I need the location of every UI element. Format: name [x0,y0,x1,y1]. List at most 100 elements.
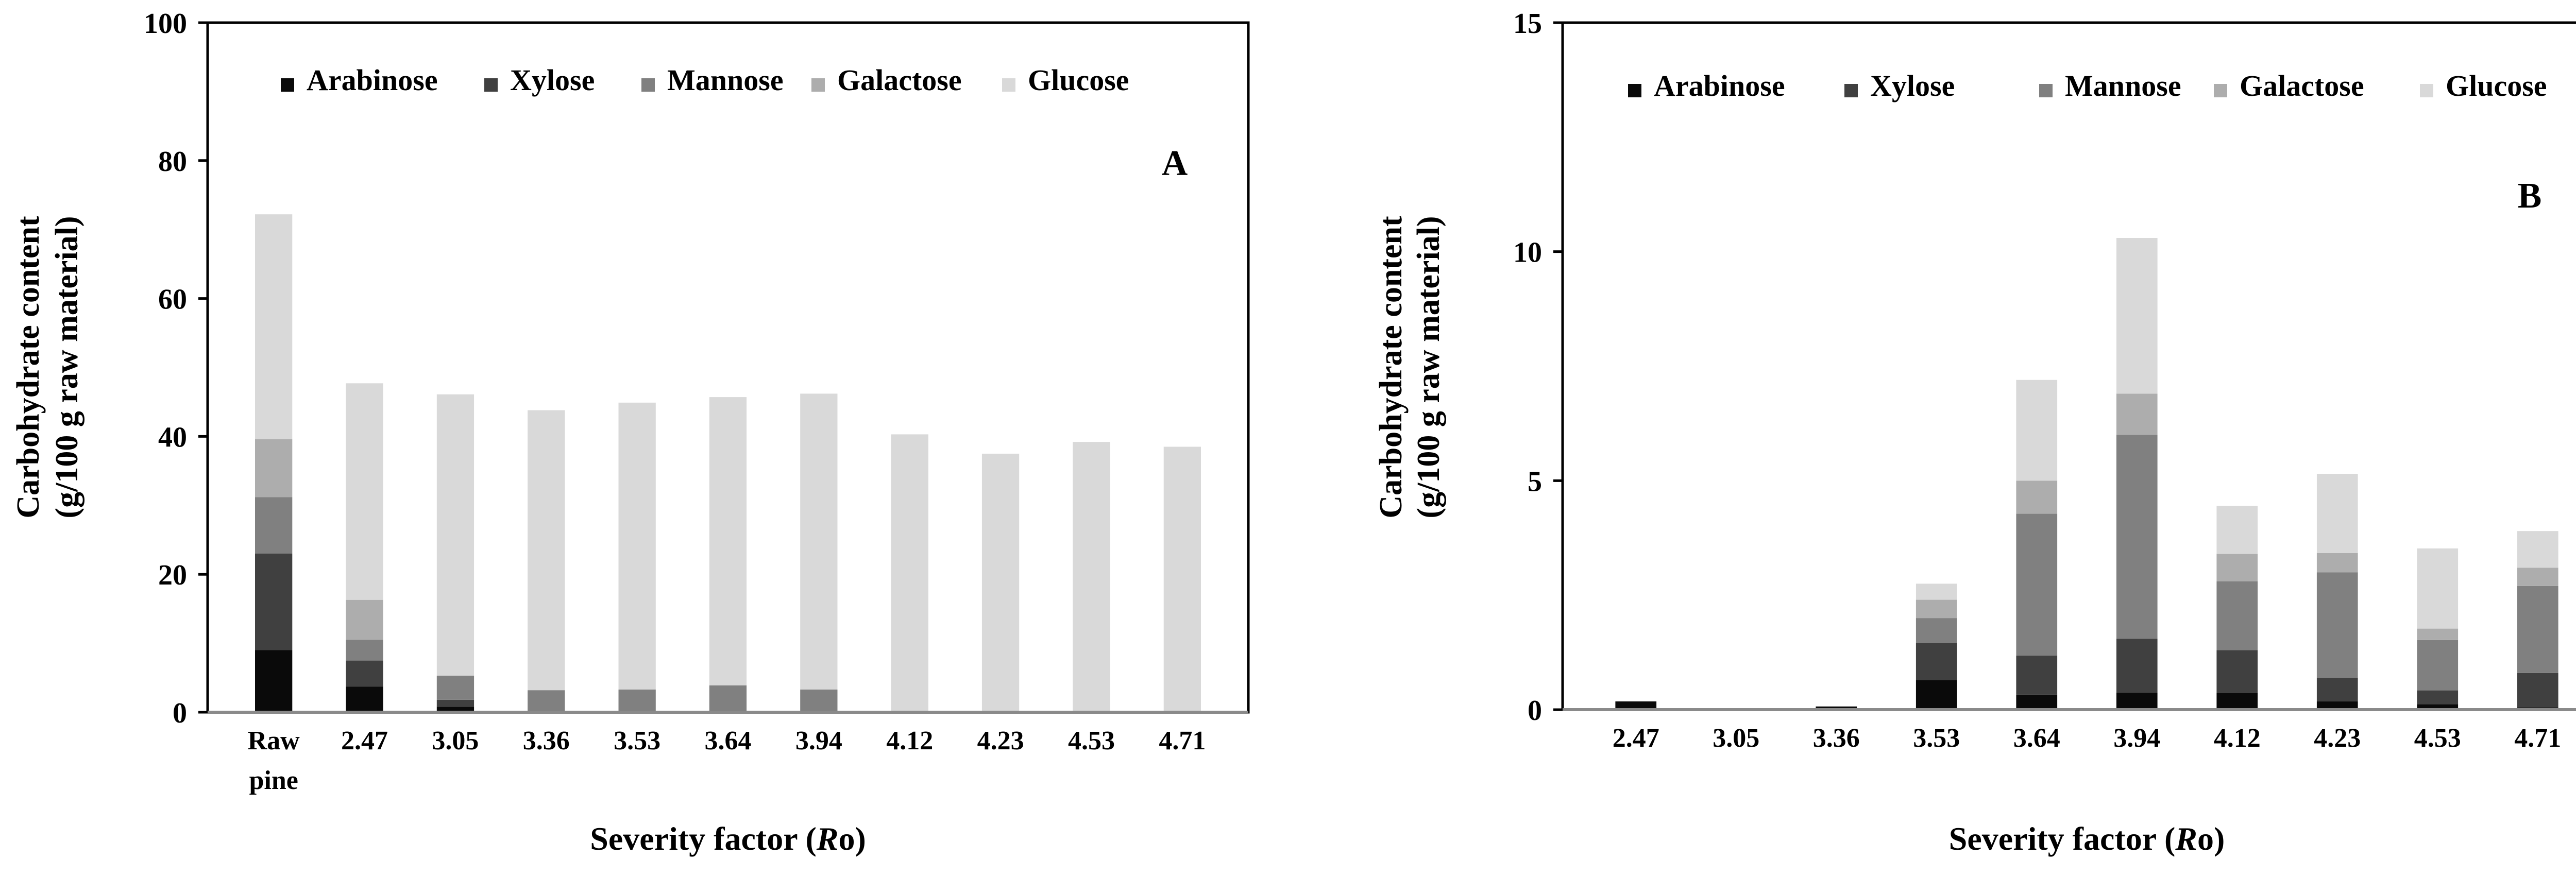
y-tick-label: 40 [158,421,187,453]
bar-arabinose-4 [2016,694,2058,710]
legend-label-arabinose: Arabinose [1654,69,1785,102]
y-tick-label: 15 [1513,8,1542,40]
bar-glucose-7 [2316,474,2358,553]
legend-label-arabinose: Arabinose [307,63,438,97]
bar-mannose-3 [528,690,565,712]
legend-label-galactose: Galactose [837,63,962,97]
bar-galactose-6 [2216,554,2258,581]
x-tick-label: 4.71 [2514,724,2561,753]
bar-mannose-7 [2316,572,2358,678]
bar-glucose-4 [2016,380,2058,481]
bar-arabinose-6 [2216,693,2258,710]
bar-galactose-5 [2116,393,2158,435]
x-axis-title: Severity factor (Ro) [1949,820,2225,857]
legend-swatch-galactose [811,78,825,92]
x-tick-label: 4.53 [2414,724,2461,753]
x-tick-label: 2.47 [1613,724,1659,753]
bar-glucose-9 [1073,442,1110,712]
bar-glucose-9 [2517,531,2558,568]
bar-glucose-10 [1163,446,1201,712]
bar-galactose-0 [255,439,293,497]
bar-xylose-4 [2016,656,2058,695]
x-tick-label: 2.47 [341,726,388,755]
legend-label-glucose: Glucose [2446,69,2547,102]
y-tick-label: 10 [1513,237,1542,269]
legend-label-mannose: Mannose [2065,69,2181,102]
y-axis-title-line2: (g/100 g raw material) [49,216,84,518]
bar-glucose-0 [255,214,293,439]
bar-galactose-1 [346,599,383,640]
x-tick-label: 4.23 [977,726,1024,755]
y-tick-label: 80 [158,146,187,178]
x-tick-label: 4.12 [2214,724,2261,753]
x-tick-label: 4.71 [1159,726,1206,755]
bar-mannose-4 [2016,513,2058,656]
bar-glucose-8 [981,453,1020,712]
legend-swatch-mannose [2039,84,2053,97]
legend-label-xylose: Xylose [510,63,595,97]
bar-xylose-0 [255,554,293,650]
bar-galactose-4 [2016,480,2058,514]
bar-glucose-6 [2216,506,2258,554]
bar-mannose-8 [2417,640,2459,691]
bar-glucose-6 [800,393,838,690]
bar-xylose-3 [1916,643,1957,680]
legend-label-mannose: Mannose [667,63,784,97]
bar-glucose-1 [346,383,383,600]
legend-swatch-glucose [2420,84,2433,97]
bar-mannose-6 [2216,581,2258,650]
bar-glucose-3 [528,410,565,691]
x-tick-label: 3.36 [523,726,570,755]
legend-label-xylose: Xylose [1870,69,1955,102]
bar-glucose-5 [709,397,747,685]
bar-arabinose-8 [2417,704,2459,710]
bar-glucose-3 [1916,583,1957,600]
x-axis-title: Severity factor (Ro) [590,820,866,857]
bar-mannose-0 [255,497,293,554]
x-tick-label: 4.23 [2314,724,2361,753]
bar-galactose-7 [2316,553,2358,573]
bar-xylose-5 [2116,639,2158,693]
bar-glucose-4 [618,402,656,690]
legend-swatch-xylose [484,78,498,92]
panel-label: A [1162,144,1188,183]
x-tick-label: 3.05 [432,726,479,755]
bar-mannose-9 [2517,586,2558,673]
y-axis-title: Carbohydrate content [11,216,46,519]
legend-swatch-galactose [2214,84,2227,97]
bar-mannose-6 [800,689,838,712]
bar-glucose-8 [2417,548,2459,629]
bar-glucose-5 [2116,238,2158,394]
bar-xylose-9 [2517,673,2558,708]
bar-arabinose-5 [2116,693,2158,710]
bar-arabinose-1 [346,686,383,712]
bar-mannose-1 [346,640,383,661]
legend-swatch-arabinose [281,78,294,92]
panel-label: B [2518,176,2542,216]
x-tick-label: 3.05 [1713,724,1759,753]
bar-arabinose-7 [2316,701,2358,710]
bar-mannose-2 [436,676,474,700]
legend-swatch-mannose [641,78,655,92]
bar-arabinose-2 [1816,706,1857,710]
legend-label-glucose: Glucose [1028,63,1129,97]
chart-panel-B: 0 5 10 15 2.47 3.05 3.36 3.53 3.64 3.94 4.12 4.23 4.… [1374,8,2576,857]
y-tick-label: 0 [1528,695,1542,727]
legend-swatch-glucose [1002,78,1015,92]
x-tick-label: 4.12 [886,726,933,755]
y-tick-label: 100 [144,8,187,40]
x-tick-label: 3.94 [795,726,842,755]
x-tick-label: 3.94 [2113,724,2160,753]
x-tick-label: 3.53 [614,726,660,755]
y-axis-title: Carbohydrate content [1374,216,1409,519]
bar-arabinose-0 [255,650,293,712]
bar-xylose-2 [436,699,474,707]
x-tick-label: 4.53 [1068,726,1115,755]
x-tick-label: pine [249,766,298,795]
legend-label-galactose: Galactose [2240,69,2364,102]
legend-swatch-arabinose [1628,84,1641,97]
bar-xylose-1 [346,660,383,687]
y-axis-title-line2: (g/100 g raw material) [1411,216,1446,518]
bar-galactose-9 [2517,568,2558,586]
